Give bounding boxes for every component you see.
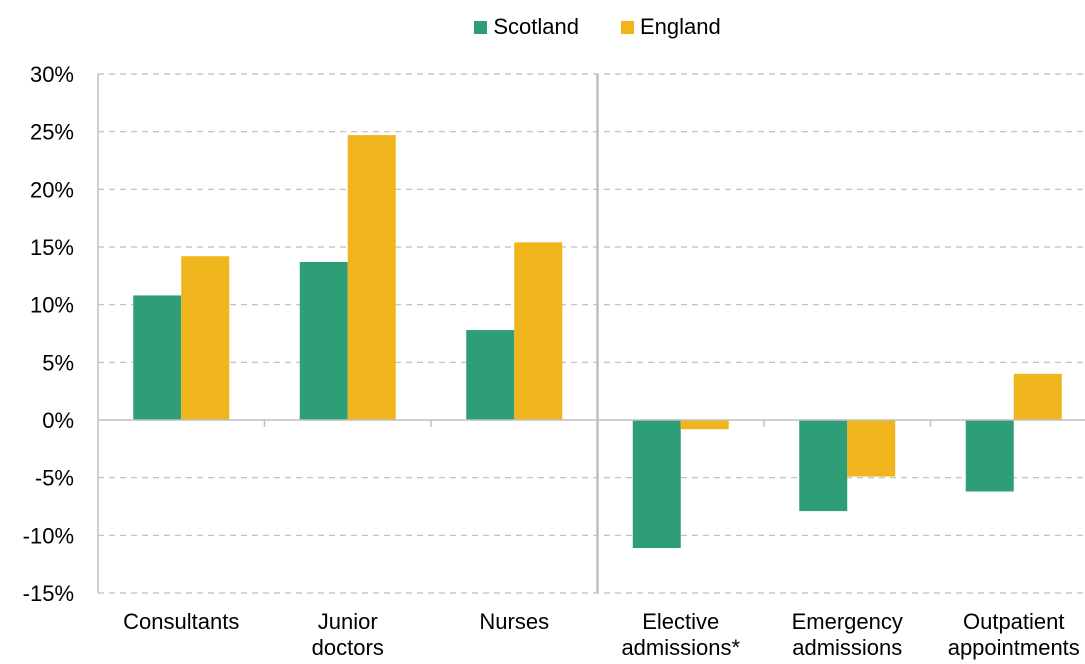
bar-scotland-4 [799, 420, 848, 512]
x-tick-label-line: Elective [642, 609, 719, 634]
x-tick-label-line: Nurses [479, 609, 549, 634]
bar-england-0 [181, 256, 230, 420]
y-tick-label: -5% [35, 466, 74, 491]
x-tick-label: Junior doctors [312, 609, 384, 660]
bars [133, 135, 1062, 549]
y-tick-label: -10% [23, 523, 74, 548]
legend-item-scotland: Scotland [474, 14, 579, 40]
y-axis: 30% 25% 20% 15% 10% 5% 0% -5% -10% -15% [23, 62, 99, 606]
x-tick-label-line: admissions* [621, 635, 740, 660]
y-tick-label: 25% [30, 120, 74, 145]
legend-swatch-scotland [474, 20, 488, 34]
x-tick-label-line: Outpatient [963, 609, 1065, 634]
y-tick-label: 20% [30, 177, 74, 202]
gridlines [98, 73, 1085, 594]
bar-england-5 [1013, 373, 1062, 420]
legend-label-scotland: Scotland [493, 14, 579, 39]
bar-england-1 [347, 135, 396, 421]
x-tick-label-line: Junior [318, 609, 378, 634]
y-tick-label: 15% [30, 235, 74, 260]
y-tick-label: 0% [42, 408, 74, 433]
y-tick-label: 10% [30, 293, 74, 318]
legend: Scotland England [0, 14, 1085, 40]
x-tick-label-line: doctors [312, 635, 384, 660]
x-tick-label-line: Consultants [123, 609, 239, 634]
y-tick-label: -15% [23, 581, 74, 606]
legend-swatch-england [620, 20, 634, 34]
x-tick-label: Elective admissions* [621, 609, 740, 660]
bar-england-4 [847, 420, 896, 477]
x-tick-label: Outpatient appointments [948, 609, 1080, 660]
bar-england-3 [680, 420, 729, 430]
y-tick-label: 30% [30, 62, 74, 87]
legend-item-england: England [620, 14, 721, 40]
y-tick-label: 5% [42, 350, 74, 375]
bar-scotland-1 [299, 261, 348, 420]
x-tick-label: Nurses [479, 609, 549, 634]
bar-scotland-3 [632, 420, 681, 549]
x-tick-label-line: appointments [948, 635, 1080, 660]
bar-scotland-2 [466, 330, 515, 420]
bar-scotland-0 [133, 295, 182, 420]
x-tick-label-line: Emergency [792, 609, 903, 634]
bar-scotland-5 [965, 420, 1014, 492]
legend-label-england: England [639, 14, 721, 39]
x-tick-label: Consultants [123, 609, 239, 634]
x-tick-label-line: admissions [792, 635, 902, 660]
bar-england-2 [514, 242, 563, 420]
x-tick-label: Emergency admissions [792, 609, 903, 660]
